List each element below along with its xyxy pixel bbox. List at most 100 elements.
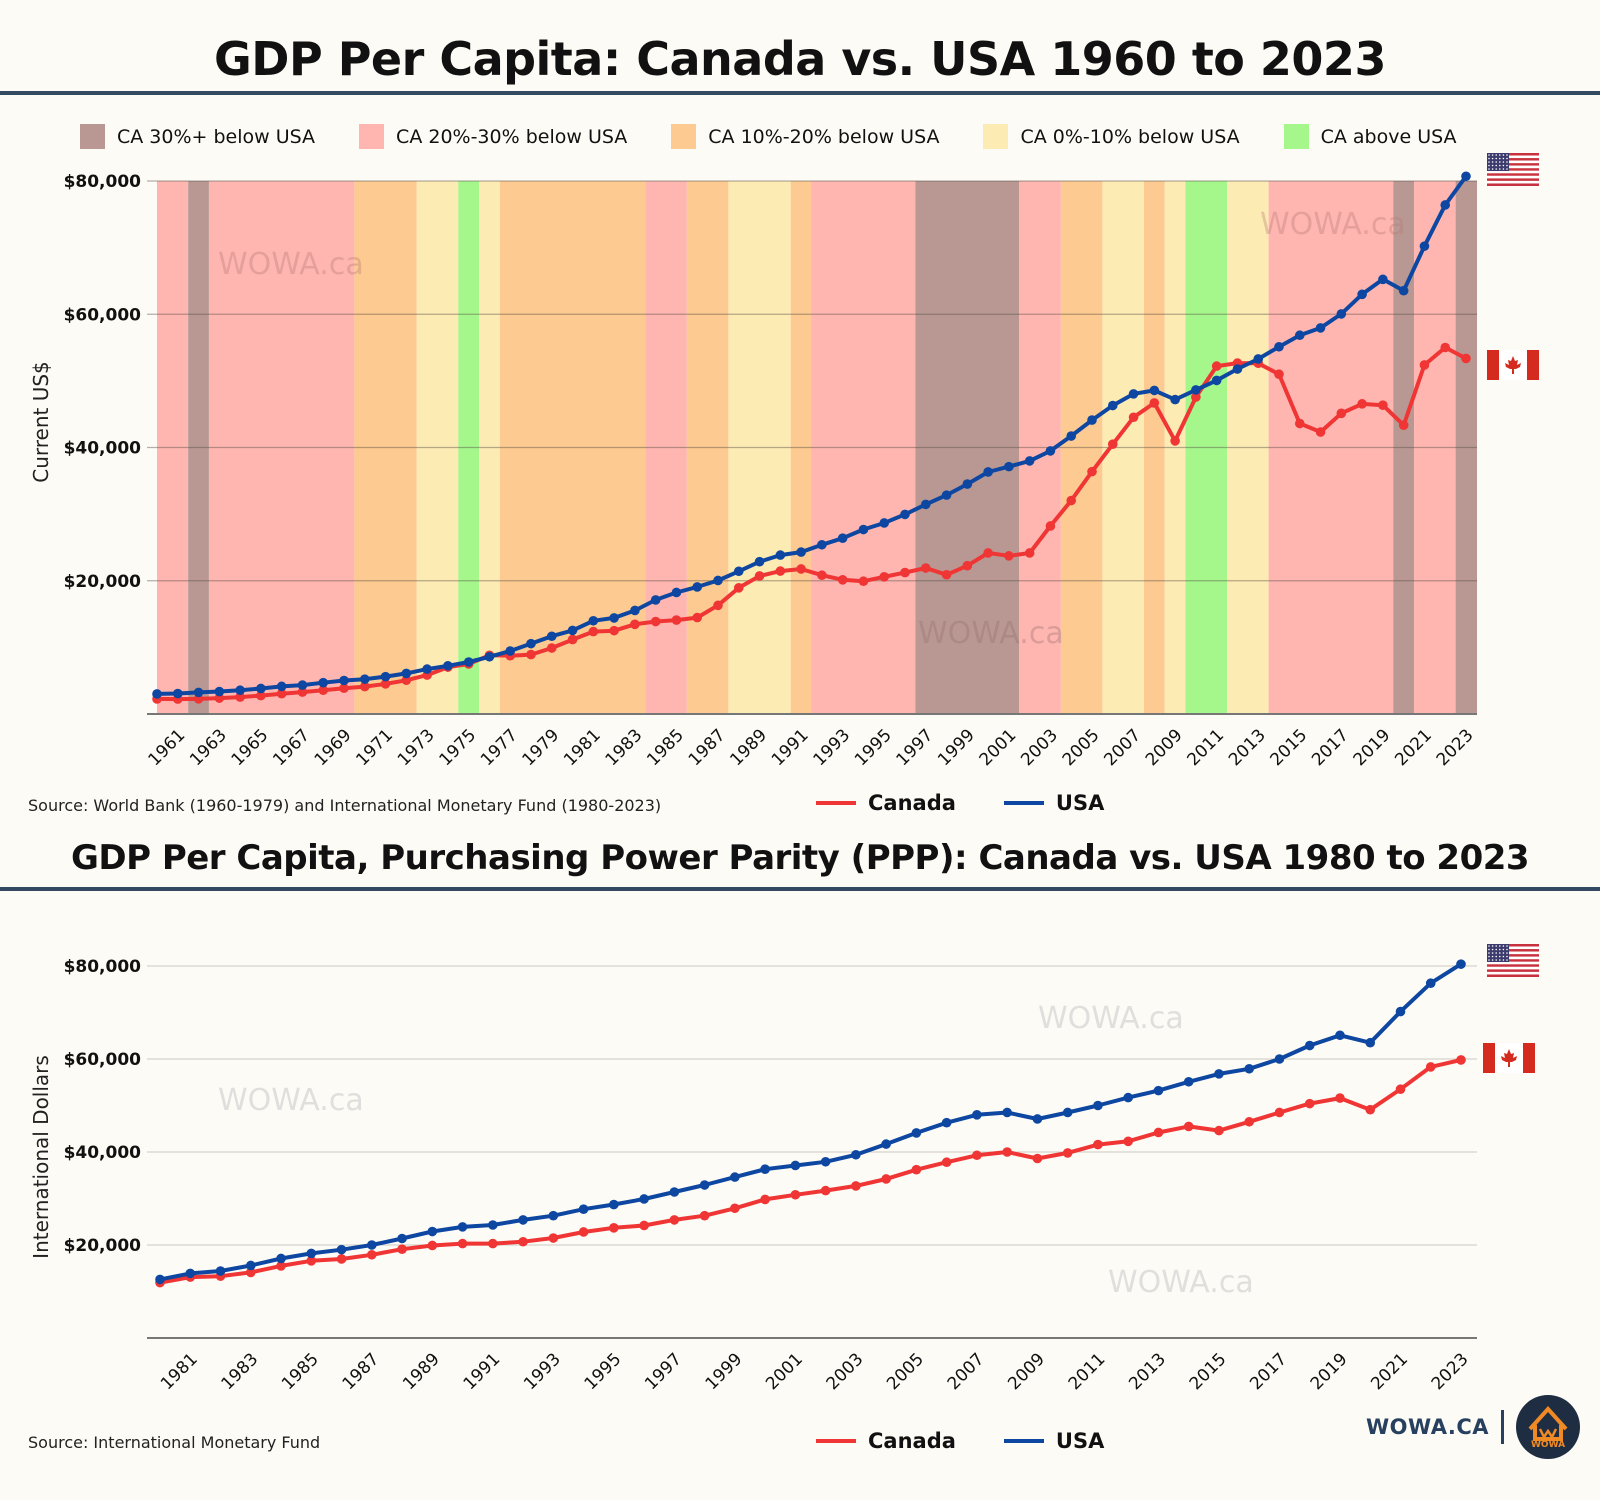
data-point-usa (1128, 389, 1139, 399)
flag-star (1488, 164, 1490, 167)
flag-star (1506, 168, 1508, 170)
x-tick-label: 1981 (560, 725, 605, 770)
data-point-usa (941, 490, 952, 500)
band-label: CA 10%-20% below USA (708, 125, 940, 148)
data-point-usa (1024, 456, 1035, 466)
flag-star (1502, 164, 1505, 167)
x-tick-label: 2001 (762, 1349, 807, 1394)
data-point-canada (692, 612, 703, 623)
data-point-usa (796, 547, 806, 557)
data-point-canada (920, 563, 931, 573)
data-point-usa (548, 1210, 559, 1221)
data-point-usa (488, 1220, 498, 1230)
data-point-usa (609, 613, 619, 623)
x-tick-label: 2013 (1125, 1349, 1170, 1394)
data-point-canada (669, 1215, 680, 1225)
flag-stripe (1487, 971, 1539, 975)
x-tick-label: 2015 (1186, 1349, 1231, 1394)
data-point-usa (609, 1199, 619, 1210)
y-tick-label: $40,000 (64, 439, 142, 459)
data-point-canada (858, 576, 869, 587)
flag-bar-right (1523, 1043, 1535, 1073)
flag-star (1502, 161, 1505, 163)
x-axis: 1961196319651967196919711973197519771979… (145, 725, 1478, 770)
band-b10 (790, 181, 812, 714)
data-point-usa (820, 1156, 831, 1167)
flag-star (1488, 154, 1490, 156)
band-legend-20-30: CA 20%-30% below USA (359, 124, 627, 149)
data-point-canada (1032, 1153, 1043, 1164)
flag-star (1495, 164, 1497, 167)
data-point-usa (155, 1274, 165, 1285)
brand-divider (1501, 1410, 1505, 1444)
watermark-text: WOWA.ca (218, 1083, 364, 1118)
flag-star (1506, 959, 1508, 961)
band-above (458, 181, 480, 714)
watermark-text: WOWA.ca (918, 616, 1064, 651)
data-point-canada (1335, 1093, 1345, 1103)
flag-star (1491, 945, 1494, 947)
data-point-usa (1398, 285, 1409, 296)
data-point-canada (609, 1222, 619, 1233)
flag-star (1506, 157, 1508, 160)
data-point-usa (1211, 375, 1222, 386)
x-tick-label: 2019 (1307, 1349, 1352, 1394)
data-point-usa (1107, 400, 1118, 411)
data-point-canada (650, 616, 661, 627)
x-tick-label: 1985 (643, 725, 688, 770)
flag-star (1502, 948, 1505, 951)
flag-bar-left (1487, 350, 1499, 380)
chart-title-gdp: GDP Per Capita: Canada vs. USA 1960 to 2… (214, 32, 1386, 86)
band-b20 (208, 181, 355, 714)
data-point-usa (1357, 289, 1367, 300)
data-point-usa (1274, 341, 1284, 352)
data-point-canada (297, 687, 308, 697)
data-point-canada (185, 1272, 196, 1282)
data-point-canada (306, 1256, 317, 1266)
flag-star (1502, 952, 1505, 954)
data-point-canada (256, 690, 266, 701)
flag-star (1499, 161, 1501, 163)
data-point-usa (1304, 1040, 1315, 1051)
data-point-canada (457, 1238, 468, 1249)
x-tick-label: 2003 (823, 1349, 868, 1394)
data-point-canada (380, 679, 391, 689)
x-tick-label: 2011 (1183, 725, 1228, 770)
data-point-canada (1244, 1116, 1255, 1127)
flag-star (1488, 161, 1490, 163)
flag-star (1499, 157, 1501, 160)
y-axis: $20,000 $40,000 $60,000 $80,000 (64, 172, 1477, 592)
data-point-usa (1153, 1085, 1164, 1096)
x-tick-label: 1983 (602, 725, 647, 770)
flag-star (1499, 154, 1501, 156)
flag-stripe (1487, 949, 1539, 952)
data-point-usa (1149, 385, 1160, 396)
data-point-usa (339, 675, 349, 686)
data-point-usa (422, 664, 432, 674)
flag-star (1495, 959, 1497, 961)
data-point-usa (276, 681, 287, 692)
x-tick-label: 2021 (1391, 725, 1436, 770)
series-legend-nominal: Canada USA (816, 791, 1152, 815)
flag-star (1502, 154, 1505, 156)
band-b30 (915, 181, 1020, 714)
data-point-canada (1087, 466, 1097, 477)
x-tick-label: 1963 (186, 725, 231, 770)
data-point-canada (671, 615, 682, 625)
flag-stripe (1487, 165, 1539, 169)
data-point-usa (518, 1215, 528, 1225)
x-tick-label: 1977 (477, 725, 522, 770)
x-tick-label: 1999 (702, 1349, 747, 1394)
x-tick-label: 1991 (768, 725, 813, 770)
band-swatch-30-plus (80, 124, 105, 149)
data-point-usa (837, 533, 848, 543)
data-point-usa (1214, 1069, 1224, 1079)
data-point-canada (1274, 369, 1284, 380)
data-point-canada (1357, 399, 1367, 409)
x-tick-label: 1997 (893, 725, 938, 770)
data-point-usa (1093, 1100, 1103, 1111)
data-point-usa (760, 1164, 770, 1175)
flag-stripe (1487, 954, 1539, 957)
data-point-usa (1378, 274, 1388, 285)
flag-star (1491, 161, 1494, 163)
